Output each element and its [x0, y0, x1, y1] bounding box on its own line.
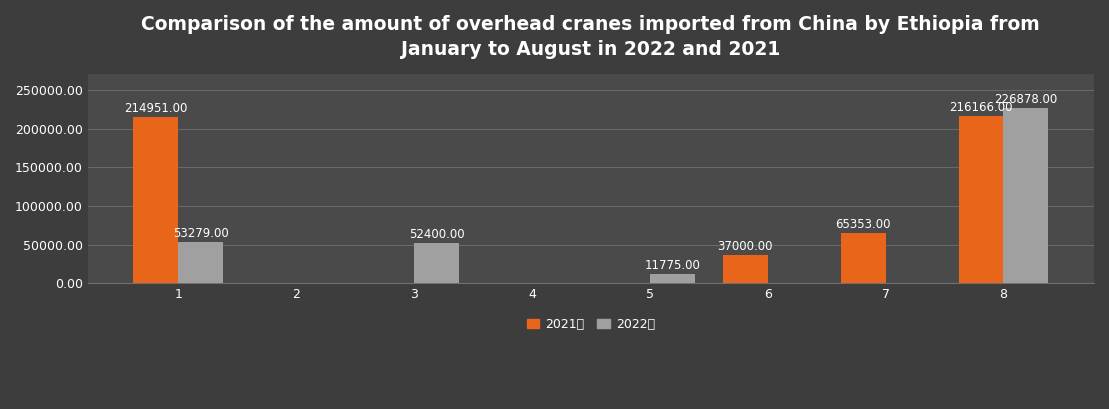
- Text: 214951.00: 214951.00: [124, 102, 187, 115]
- Text: 37000.00: 37000.00: [718, 240, 773, 253]
- Text: 52400.00: 52400.00: [408, 228, 465, 241]
- Bar: [841, 233, 886, 283]
- Bar: [723, 255, 767, 283]
- Bar: [650, 274, 694, 283]
- Text: 216166.00: 216166.00: [949, 101, 1013, 114]
- Bar: [133, 117, 179, 283]
- Bar: [1004, 108, 1048, 283]
- Legend: 2021年, 2022年: 2021年, 2022年: [521, 313, 660, 336]
- Bar: [179, 242, 223, 283]
- Text: 65353.00: 65353.00: [835, 218, 891, 231]
- Text: 226878.00: 226878.00: [995, 93, 1058, 106]
- Text: 53279.00: 53279.00: [173, 227, 228, 240]
- Title: Comparison of the amount of overhead cranes imported from China by Ethiopia from: Comparison of the amount of overhead cra…: [142, 15, 1040, 59]
- Bar: [958, 116, 1004, 283]
- Bar: [414, 243, 459, 283]
- Text: 11775.00: 11775.00: [644, 259, 700, 272]
